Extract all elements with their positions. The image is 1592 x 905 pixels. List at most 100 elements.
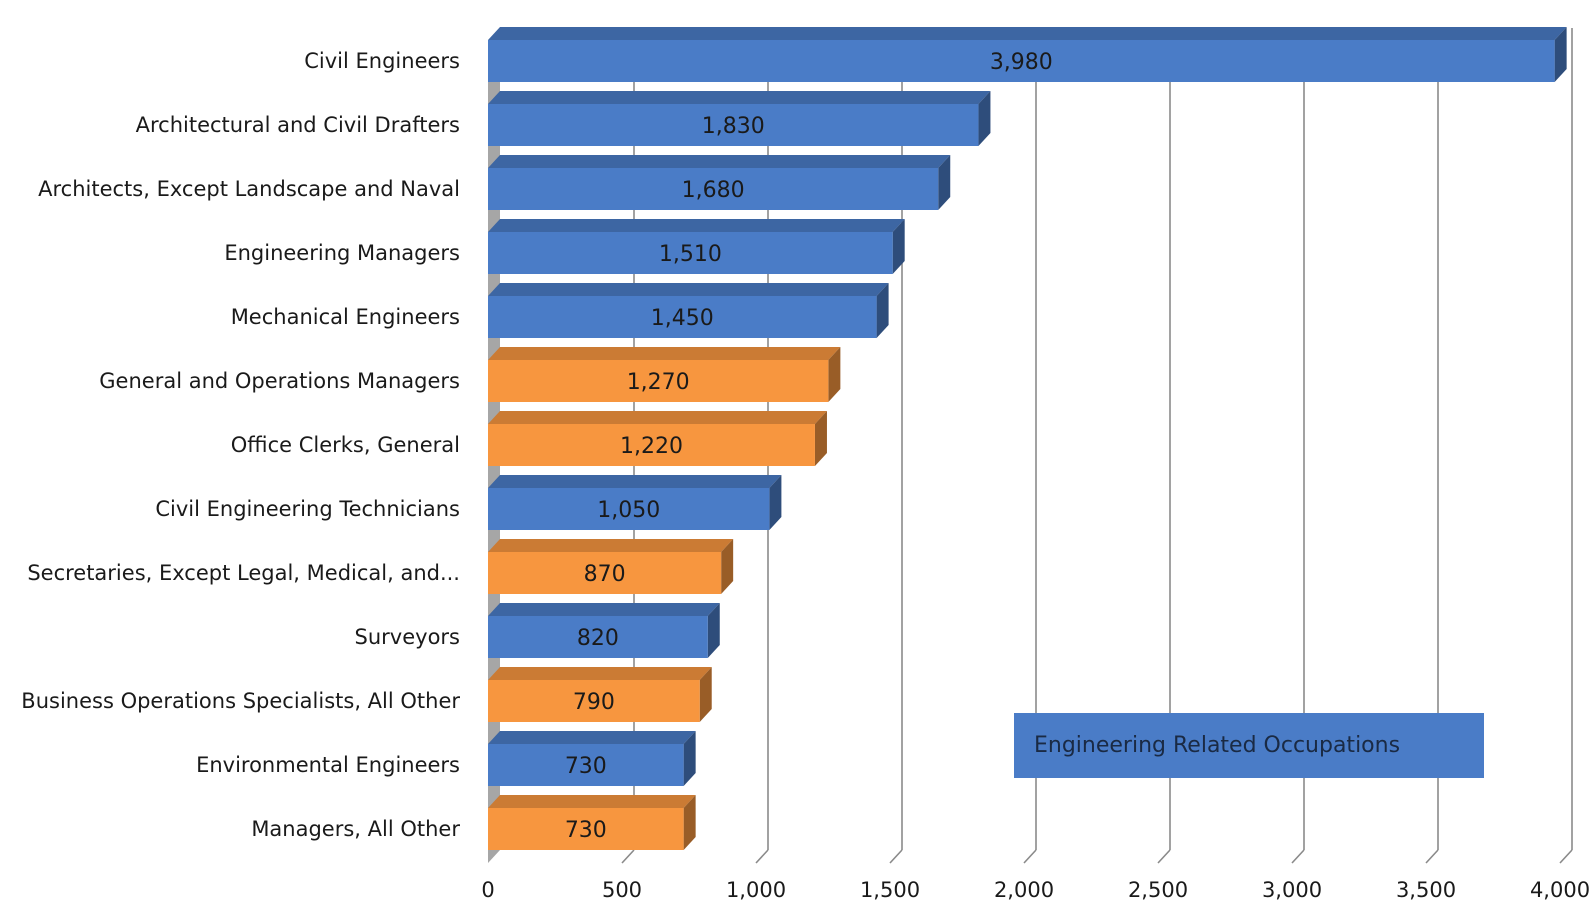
bar-top-face (488, 411, 827, 424)
gridline-floor (755, 849, 769, 864)
data-label: 1,510 (659, 242, 722, 267)
bar-front-face (488, 488, 770, 530)
bar-front-face (488, 808, 684, 850)
bar-side-face (938, 155, 951, 210)
bar-side-face (683, 731, 696, 786)
bar-top-face (488, 155, 951, 168)
bar: 790 (488, 667, 712, 722)
bar-front-face (488, 232, 893, 274)
bar-top-face (488, 347, 841, 360)
x-tick-label: 1,500 (860, 878, 920, 902)
data-label: 730 (565, 754, 607, 779)
x-tick-label: 500 (602, 878, 642, 902)
bar-top-face (488, 667, 712, 680)
category-label: Office Clerks, General (231, 433, 460, 457)
bar-top-face (488, 795, 696, 808)
x-tick-label: 2,000 (994, 878, 1054, 902)
bar: 1,220 (488, 411, 827, 466)
x-tick-label: 3,500 (1396, 878, 1456, 902)
bar-side-face (769, 475, 782, 530)
bar: 1,510 (488, 219, 905, 274)
bar-front-face (488, 168, 939, 210)
bar-side-face (892, 219, 905, 274)
data-label: 730 (565, 818, 607, 843)
category-labels: Civil Engineers Architectural and Civil D… (21, 49, 460, 841)
bar-side-face (1554, 27, 1567, 82)
category-label: Business Operations Specialists, All Oth… (21, 689, 460, 713)
bar-top-face (488, 603, 720, 616)
data-label: 1,680 (682, 178, 745, 203)
bar: 1,680 (488, 155, 951, 210)
category-label: Civil Engineers (304, 49, 460, 73)
gridline-floor (1023, 849, 1037, 864)
data-label: 820 (577, 626, 619, 651)
gridline-floor (621, 849, 635, 864)
bar-side-face (978, 91, 991, 146)
data-label: 1,050 (597, 498, 660, 523)
x-axis-tick-labels: 0 500 1,000 1,500 2,000 2,500 3,000 3,500 4,000 (481, 878, 1590, 902)
x-tick-label: 3,000 (1262, 878, 1322, 902)
bar-side-face (721, 539, 734, 594)
bar: 1,450 (488, 283, 889, 338)
gridline-floor (1291, 849, 1305, 864)
x-tick-label: 1,000 (726, 878, 786, 902)
bar-side-face (683, 795, 696, 850)
data-label: 3,980 (990, 50, 1053, 75)
bar-top-face (488, 731, 696, 744)
data-label: 790 (573, 690, 615, 715)
bar-front-face (488, 744, 684, 786)
data-label: 870 (584, 562, 626, 587)
category-label: Civil Engineering Technicians (155, 497, 460, 521)
gridline-floor (889, 849, 903, 864)
bar-front-face (488, 680, 700, 722)
bar-front-face (488, 616, 708, 658)
data-label: 1,830 (702, 114, 765, 139)
bar: 730 (488, 731, 696, 786)
bar: 1,270 (488, 347, 841, 402)
gridline-floor (1425, 849, 1439, 864)
bar-side-face (707, 603, 720, 658)
bar-side-face (699, 667, 712, 722)
x-tick-label: 0 (481, 878, 494, 902)
bar-top-face (488, 539, 734, 552)
category-label: Architectural and Civil Drafters (136, 113, 460, 137)
bar-front-face (488, 296, 877, 338)
bar-front-face (488, 552, 722, 594)
category-label: Engineering Managers (224, 241, 460, 265)
bar-top-face (488, 219, 905, 232)
bar: 730 (488, 795, 696, 850)
data-label: 1,270 (627, 370, 690, 395)
bar: 3,980 (488, 27, 1567, 82)
category-label: Managers, All Other (251, 817, 460, 841)
data-label: 1,220 (620, 434, 683, 459)
category-label: General and Operations Managers (99, 369, 460, 393)
bar: 870 (488, 539, 734, 594)
bar-front-face (488, 424, 815, 466)
bar-top-face (488, 27, 1567, 40)
category-label: Mechanical Engineers (231, 305, 460, 329)
bar: 1,830 (488, 91, 991, 146)
bar-front-face (488, 40, 1555, 82)
category-label: Secretaries, Except Legal, Medical, and.… (27, 561, 460, 585)
bar-top-face (488, 91, 991, 104)
category-label: Environmental Engineers (196, 753, 460, 777)
bars: 3,980 1,830 1,680 1,510 1,450 1,270 1,220 1,050… (488, 27, 1567, 850)
legend-text: Engineering Related Occupations (1034, 733, 1400, 758)
bar-side-face (814, 411, 827, 466)
gridline-floor (1559, 849, 1573, 864)
bar-front-face (488, 104, 979, 146)
bar-side-face (876, 283, 889, 338)
bar: 820 (488, 603, 720, 658)
bar: 1,050 (488, 475, 782, 530)
gridline-floor (1157, 849, 1171, 864)
x-tick-label: 2,500 (1128, 878, 1188, 902)
bar-top-face (488, 283, 889, 296)
bar-side-face (828, 347, 841, 402)
legend-box (1014, 713, 1484, 778)
category-label: Surveyors (355, 625, 460, 649)
bar-front-face (488, 360, 829, 402)
category-label: Architects, Except Landscape and Naval (38, 177, 460, 201)
data-label: 1,450 (651, 306, 714, 331)
bar-top-face (488, 475, 782, 488)
